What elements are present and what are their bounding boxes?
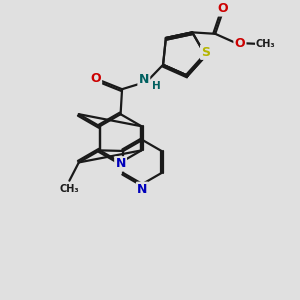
- Text: N: N: [139, 73, 149, 86]
- Text: O: O: [218, 2, 229, 15]
- Text: S: S: [201, 46, 210, 59]
- Text: N: N: [116, 158, 126, 170]
- Text: N: N: [137, 183, 148, 196]
- Text: O: O: [90, 71, 101, 85]
- Text: H: H: [152, 81, 161, 91]
- Text: CH₃: CH₃: [60, 184, 79, 194]
- Text: O: O: [235, 37, 245, 50]
- Text: CH₃: CH₃: [256, 39, 276, 49]
